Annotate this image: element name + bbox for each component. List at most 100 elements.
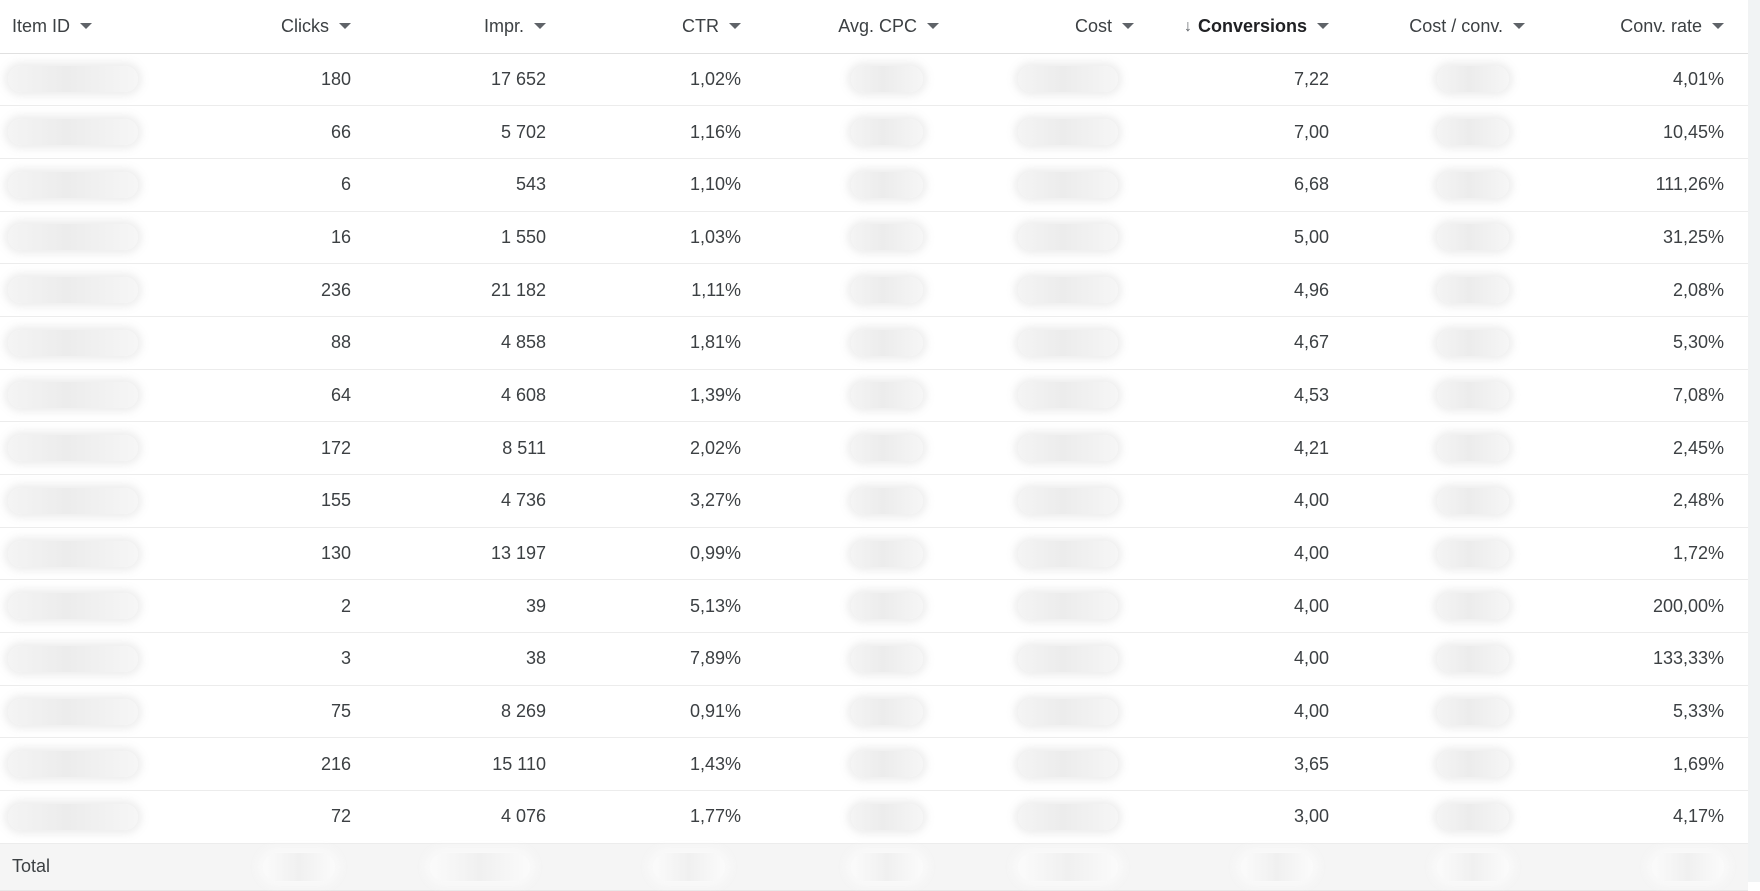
avg-cpc-cell [765,211,963,265]
caret-down-icon[interactable] [534,22,546,29]
table-row[interactable]: 88 4 858 1,81% 4,67 5,30% [0,316,1748,370]
table-row[interactable]: 155 4 736 3,27% 4,00 2,48% [0,474,1748,528]
column-header-label: Cost [1074,15,1112,36]
table-row[interactable]: 3 38 7,89% 4,00 133,33% [0,632,1748,686]
ctr-cell: 1,16% [570,105,765,159]
caret-down-icon[interactable] [729,22,741,29]
table-row[interactable]: 6 543 1,10% 6,68 111,26% [0,158,1748,212]
table-row[interactable]: 2 39 5,13% 4,00 200,00% [0,579,1748,634]
avg-cpc-cell [765,263,963,317]
column-header-ctr[interactable]: CTR [570,0,765,54]
scrollbar-track[interactable] [1748,0,1760,882]
column-header-item-id[interactable]: Item ID [0,0,191,54]
redaction-blur [1437,803,1509,830]
redaction-blur [1018,698,1118,725]
item-id-cell [0,421,191,475]
ctr-cell: 1,11% [570,263,765,317]
cost-cell [963,685,1158,739]
conv-rate-cell: 5,33% [1549,685,1748,739]
redaction-blur [1018,171,1118,198]
avg-cpc-cell [765,369,963,423]
cost-cell [963,474,1158,528]
redaction-blur [8,119,138,146]
caret-down-icon[interactable] [1317,22,1329,29]
column-header-conv-rate[interactable]: Conv. rate [1549,0,1748,54]
caret-down-icon[interactable] [1712,22,1724,29]
table-body: 180 17 652 1,02% 7,22 4,01% 66 5 702 1,16% 7,00 1… [0,53,1748,891]
cost-cell [963,263,1158,317]
conv-rate-cell: 4,17% [1549,790,1748,844]
redaction-blur [1437,66,1509,93]
caret-down-icon[interactable] [1122,22,1134,29]
conv-rate-cell: 2,45% [1549,421,1748,475]
total-redacted-cell [375,843,570,891]
ctr-cell: 1,43% [570,737,765,792]
clicks-cell: 75 [191,685,375,739]
redaction-blur [1437,171,1509,198]
column-header-label: Impr. [483,15,524,36]
caret-down-icon[interactable] [80,22,93,29]
column-header-cost-per-conv[interactable]: Cost / conv. [1353,0,1549,54]
table-row[interactable]: 72 4 076 1,77% 3,00 4,17% [0,790,1748,844]
table-row[interactable]: 130 13 197 0,99% 4,00 1,72% [0,527,1748,581]
avg-cpc-cell [765,737,963,792]
cost-per-conv-cell [1353,685,1549,739]
avg-cpc-cell [765,579,963,634]
cost-cell [963,632,1158,686]
item-id-cell [0,632,191,686]
table-row[interactable]: 64 4 608 1,39% 4,53 7,08% [0,369,1748,423]
conv-rate-cell: 4,01% [1549,53,1748,107]
table-row[interactable]: 75 8 269 0,91% 4,00 5,33% [0,685,1748,739]
table-row[interactable]: 180 17 652 1,02% 7,22 4,01% [0,53,1748,107]
item-id-cell [0,53,191,107]
table-row[interactable]: 236 21 182 1,11% 4,96 2,08% [0,263,1748,317]
ctr-cell: 0,99% [570,527,765,581]
table-row[interactable]: 172 8 511 2,02% 4,21 2,45% [0,421,1748,475]
arrow-down-icon: ↓ [1183,17,1192,35]
redaction-blur [851,698,923,725]
redaction-blur [851,487,923,514]
redaction-blur [851,329,923,356]
item-id-cell [0,737,191,792]
item-id-cell [0,790,191,844]
clicks-cell: 66 [191,105,375,159]
caret-down-icon[interactable] [339,22,351,29]
ctr-cell: 1,02% [570,53,765,107]
redaction-blur [1437,593,1509,620]
caret-down-icon[interactable] [1513,22,1525,29]
cost-per-conv-cell [1353,474,1549,528]
redaction-blur [1018,540,1118,567]
clicks-cell: 155 [191,474,375,528]
column-header-avg-cpc[interactable]: Avg. CPC [765,0,963,54]
column-header-cost[interactable]: Cost [963,0,1158,54]
column-header-impressions[interactable]: Impr. [375,0,570,54]
redaction-blur [1018,119,1118,146]
ctr-cell: 1,03% [570,211,765,265]
conversions-cell: 3,00 [1158,790,1353,844]
cost-per-conv-cell [1353,211,1549,265]
cost-cell [963,211,1158,265]
redaction-blur [8,435,138,462]
item-id-cell [0,579,191,634]
table-header-row: Item ID Clicks Impr. CTR Avg. CPC Cost [0,0,1748,54]
caret-down-icon[interactable] [927,22,939,29]
redaction-blur [1437,329,1509,356]
cost-per-conv-cell [1353,527,1549,581]
cost-per-conv-cell [1353,158,1549,212]
avg-cpc-cell [765,527,963,581]
table-row[interactable]: 66 5 702 1,16% 7,00 10,45% [0,105,1748,159]
column-header-clicks[interactable]: Clicks [191,0,375,54]
total-label: Total [0,843,191,891]
cost-cell [963,527,1158,581]
redaction-blur [1437,751,1509,778]
ctr-cell: 7,89% [570,632,765,686]
column-header-conversions[interactable]: ↓ Conversions [1158,0,1353,54]
redaction-blur [851,593,923,620]
table-row[interactable]: 216 15 110 1,43% 3,65 1,69% [0,737,1748,792]
ctr-cell: 1,81% [570,316,765,370]
cost-cell [963,53,1158,107]
table-row[interactable]: 16 1 550 1,03% 5,00 31,25% [0,211,1748,265]
conv-rate-cell: 1,72% [1549,527,1748,581]
redaction-blur [8,382,138,409]
